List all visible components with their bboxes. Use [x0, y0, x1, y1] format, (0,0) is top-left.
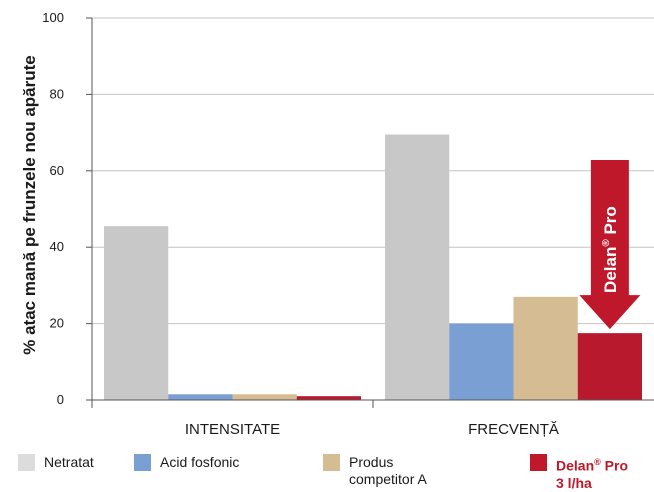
- legend-item-produs-competitor: Produs competitor A: [323, 454, 427, 488]
- x-tick-label: INTENSITATE: [185, 421, 280, 438]
- bars: [104, 134, 642, 400]
- legend-swatch: [323, 454, 340, 471]
- bar: [385, 134, 450, 400]
- arrow-shape: [579, 160, 641, 330]
- bar: [168, 394, 233, 400]
- y-tick-label: 100: [42, 10, 64, 25]
- bar: [449, 323, 514, 400]
- y-axis-label: % atac mană pe frunzele nou apărute: [20, 55, 39, 355]
- y-tick-label: 0: [57, 392, 64, 407]
- legend-swatch: [18, 454, 35, 471]
- delan-pro-arrow-annotation: Delan® Pro: [579, 160, 641, 330]
- legend-label: Acid fosfonic: [160, 454, 240, 470]
- legend-label: Netratat: [44, 454, 94, 470]
- legend-item-acid-fosfonic: Acid fosfonic: [134, 454, 239, 471]
- y-tick-label: 20: [50, 316, 64, 331]
- bar: [513, 296, 578, 400]
- legend-label: Produs competitor A: [349, 454, 427, 487]
- legend-item-delan-pro: Delan® Pro 3 l/ha: [530, 454, 628, 492]
- y-tick-label: 40: [50, 239, 64, 254]
- axes: [91, 18, 654, 408]
- x-axis-labels: INTENSITATE FRECVENȚĂ: [185, 421, 559, 438]
- legend-item-netratat: Netratat: [18, 454, 94, 471]
- y-tick-label: 60: [50, 163, 64, 178]
- bar: [577, 333, 642, 400]
- bar: [104, 226, 169, 400]
- y-axis-ticks: 0 20 40 60 80 100: [42, 10, 92, 407]
- bar-chart: 0 20 40 60 80 100 INTENSITATE FRECVENȚĂ Delan®…: [42, 10, 654, 438]
- arrow-label: Delan® Pro: [601, 206, 620, 293]
- y-tick-label: 80: [50, 86, 64, 101]
- x-tick-label: FRECVENȚĂ: [468, 421, 559, 438]
- bar: [232, 394, 297, 400]
- legend-label: Delan® Pro 3 l/ha: [556, 457, 628, 491]
- gridlines: [92, 17, 654, 325]
- legend-swatch: [134, 454, 151, 471]
- legend-swatch: [530, 454, 547, 471]
- bar: [296, 396, 361, 400]
- legend: Netratat Acid fosfonic Produs competitor …: [0, 448, 654, 491]
